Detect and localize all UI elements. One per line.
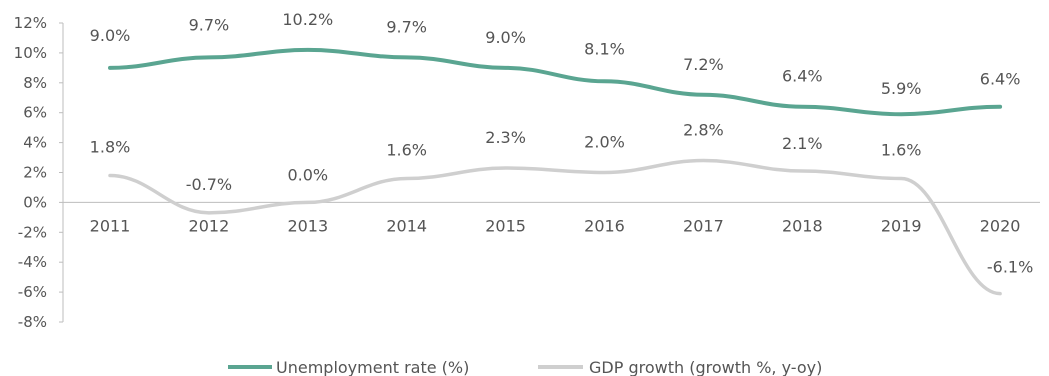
x-tick-label: 2020 <box>980 216 1021 235</box>
data-labels: 9.0% 9.7% 10.2% 9.7% 9.0% 8.1% 7.2% 6.4% 5.9% 6.4… <box>90 10 1034 277</box>
x-tick-label: 2019 <box>881 216 922 235</box>
data-label: 8.1% <box>584 39 625 58</box>
series-line-unemployment <box>108 47 1003 117</box>
series-line-gdp-growth <box>108 158 1002 296</box>
x-tick-label: 2011 <box>90 216 131 235</box>
y-tick-label: 0% <box>23 193 47 211</box>
y-tick-label: -6% <box>18 283 47 301</box>
data-label: 1.6% <box>386 140 427 159</box>
data-label: 9.7% <box>386 17 427 36</box>
y-tick-label: 12% <box>14 14 47 32</box>
series-layer <box>108 47 1003 296</box>
data-label: 2.8% <box>683 121 724 140</box>
y-tick-label: 10% <box>14 44 47 62</box>
x-tick-label: 2013 <box>287 216 328 235</box>
data-label: -0.7% <box>186 175 232 194</box>
y-tick-label: -8% <box>18 313 47 331</box>
y-tick-label: 2% <box>23 164 47 182</box>
data-label: -6.1% <box>987 258 1033 277</box>
data-label: 9.0% <box>90 26 131 45</box>
data-label: 6.4% <box>980 70 1021 89</box>
data-label: 5.9% <box>881 79 922 98</box>
y-axis: 12% 10% 8% 6% 4% 2% 0% -2% -4% -6% -8% <box>14 14 64 331</box>
data-label: 9.0% <box>485 28 526 47</box>
data-label: 1.8% <box>90 137 131 156</box>
x-tick-label: 2018 <box>782 216 823 235</box>
y-tick-label: 4% <box>23 134 47 152</box>
y-tick-label: 8% <box>23 74 47 92</box>
legend-label: Unemployment rate (%) <box>276 358 469 376</box>
data-label: 2.0% <box>584 133 625 152</box>
x-tick-label: 2016 <box>584 216 625 235</box>
legend: Unemployment rate (%) GDP growth (growth … <box>228 358 822 376</box>
y-tick-label: -4% <box>18 253 47 271</box>
y-tick-label: -2% <box>18 223 47 241</box>
y-tick-label: 6% <box>23 104 47 122</box>
data-label: 9.7% <box>189 15 230 34</box>
data-label: 0.0% <box>287 165 328 184</box>
x-tick-label: 2014 <box>386 216 427 235</box>
data-label: 10.2% <box>282 10 333 29</box>
x-tick-label: 2012 <box>189 216 230 235</box>
data-label: 6.4% <box>782 67 823 86</box>
data-label: 2.1% <box>782 134 823 153</box>
data-label: 2.3% <box>485 128 526 147</box>
data-label: 1.6% <box>881 140 922 159</box>
x-tick-label: 2017 <box>683 216 724 235</box>
x-axis: 2011 2012 2013 2014 2015 2016 2017 2018 2019 2020 <box>63 201 1040 235</box>
data-label: 7.2% <box>683 55 724 74</box>
x-tick-label: 2015 <box>485 216 526 235</box>
legend-label: GDP growth (growth %, y-oy) <box>589 358 822 376</box>
